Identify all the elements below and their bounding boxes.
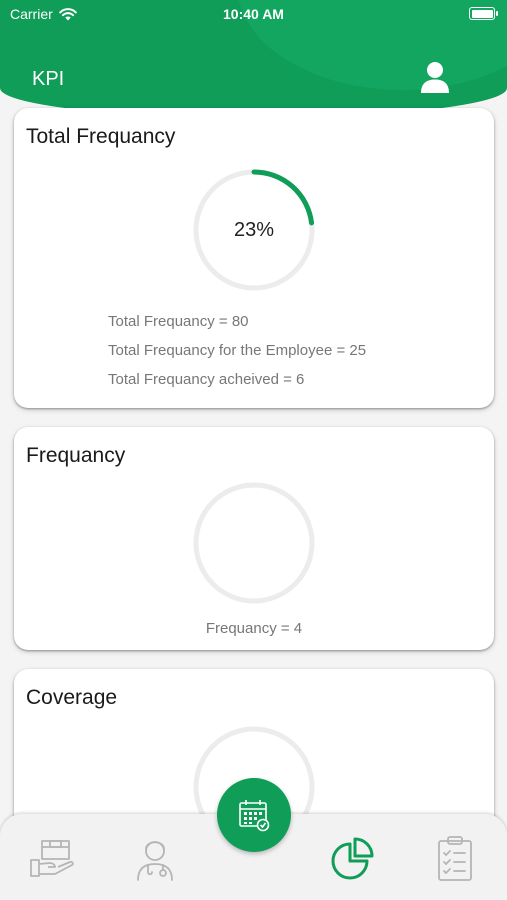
status-time: 10:40 AM (223, 6, 284, 22)
user-icon (421, 62, 449, 93)
ring-track (193, 482, 315, 604)
card-title: Coverage (26, 686, 118, 709)
battery-icon (469, 7, 498, 20)
ring-progress (193, 169, 315, 291)
pie-chart-icon (331, 837, 374, 880)
tab-checklist[interactable] (430, 834, 480, 884)
calendar-icon (239, 800, 270, 832)
tab-hand-box[interactable] (28, 834, 78, 884)
card-title: Total Frequancy (26, 125, 176, 148)
frequency-card: Frequancy Frequancy = 4 (14, 427, 494, 650)
carrier-label: Carrier (10, 6, 53, 22)
tab-kpi[interactable] (328, 834, 378, 884)
stat-achieved-frequency: Total Frequancy acheived = 6 (108, 371, 305, 388)
progress-percent: 23% (233, 219, 275, 241)
status-carrier: Carrier (10, 6, 77, 22)
progress-ring (193, 169, 315, 291)
calendar-button[interactable] (217, 778, 291, 852)
profile-button[interactable] (419, 60, 451, 94)
stat-employee-frequency: Total Frequancy for the Employee = 25 (108, 342, 367, 359)
card-title: Frequancy (26, 444, 126, 467)
wifi-icon (58, 7, 77, 20)
hand-box-icon (30, 840, 74, 877)
stat-total-frequency: Total Frequancy = 80 (108, 313, 249, 330)
total-frequency-card: Total Frequancy 23% Total Frequancy = 80… (14, 108, 494, 408)
status-bar: Carrier 10:40 AM (0, 0, 507, 28)
header: Carrier 10:40 AM KPI (0, 0, 507, 118)
clipboard-checklist-icon (438, 836, 472, 881)
tab-doctor[interactable] (130, 834, 180, 884)
stat-frequency: Frequancy = 4 (205, 620, 303, 637)
doctor-icon (137, 841, 173, 881)
progress-ring (193, 482, 315, 604)
page-title: KPI (32, 68, 65, 90)
